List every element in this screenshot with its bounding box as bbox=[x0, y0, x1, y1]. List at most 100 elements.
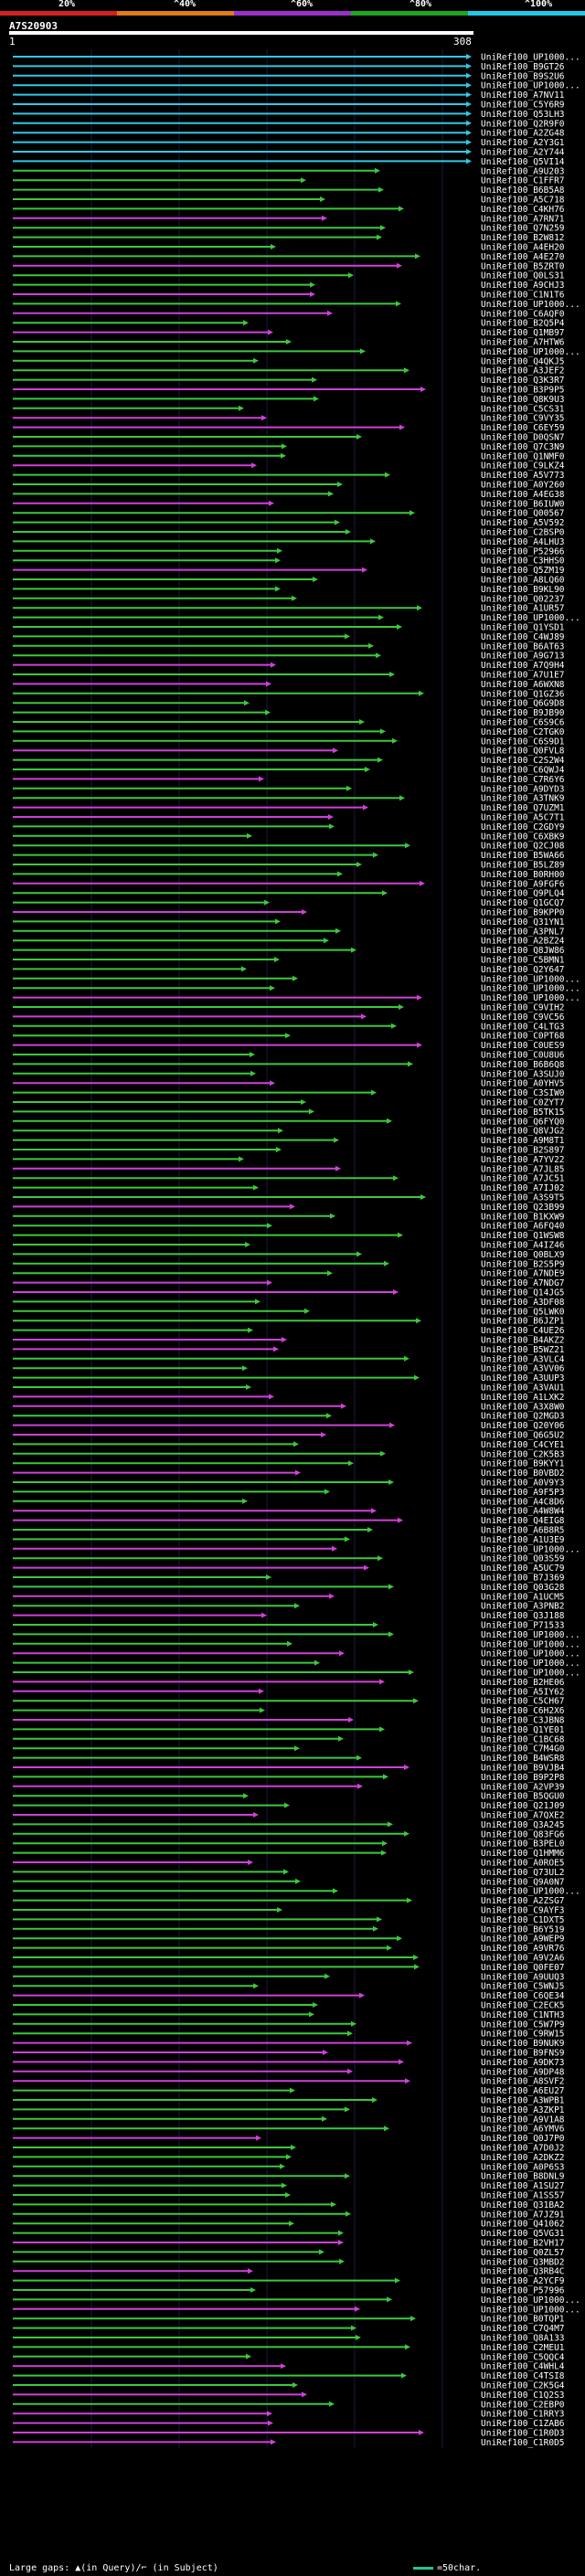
hit-label[interactable]: UniRef100_A7NDE9 bbox=[481, 1269, 565, 1279]
hit-label[interactable]: UniRef100_B8DNL9 bbox=[481, 2172, 565, 2182]
hit-label[interactable]: UniRef100_B2HE06 bbox=[481, 1678, 565, 1688]
hit-label[interactable]: UniRef100_B9P2P8 bbox=[481, 1773, 565, 1783]
hit-label[interactable]: UniRef100_B9GT26 bbox=[481, 62, 565, 72]
hit-label[interactable]: UniRef100_B6B5A8 bbox=[481, 186, 565, 196]
hit-label[interactable]: UniRef100_A7JZ91 bbox=[481, 2210, 565, 2220]
hit-label[interactable]: UniRef100_Q73UL2 bbox=[481, 1868, 565, 1878]
hit-label[interactable]: UniRef100_C6XBK9 bbox=[481, 832, 565, 842]
hit-label[interactable]: UniRef100_A9WEP9 bbox=[481, 1935, 565, 1945]
hit-label[interactable]: UniRef100_UP1000... bbox=[481, 993, 580, 1003]
hit-label[interactable]: UniRef100_B4WSR8 bbox=[481, 1754, 565, 1764]
hit-label[interactable]: UniRef100_C6S9D1 bbox=[481, 737, 565, 747]
hit-label[interactable]: UniRef100_B9VJB4 bbox=[481, 1764, 565, 1774]
hit-label[interactable]: UniRef100_Q20Y06 bbox=[481, 1421, 565, 1431]
hit-label[interactable]: UniRef100_A4E270 bbox=[481, 252, 565, 262]
hit-label[interactable]: UniRef100_A5IY62 bbox=[481, 1687, 565, 1697]
hit-label[interactable]: UniRef100_Q5LWK0 bbox=[481, 1307, 565, 1317]
hit-label[interactable]: UniRef100_Q7N259 bbox=[481, 224, 565, 234]
hit-label[interactable]: UniRef100_C9VC56 bbox=[481, 1012, 565, 1023]
hit-label[interactable]: UniRef100_C2K5G4 bbox=[481, 2381, 565, 2391]
hit-label[interactable]: UniRef100_B4AKZ2 bbox=[481, 1336, 565, 1346]
hit-label[interactable]: UniRef100_A8LQ60 bbox=[481, 576, 565, 586]
hit-label[interactable]: UniRef100_Q1WSW8 bbox=[481, 1231, 565, 1241]
hit-label[interactable]: UniRef100_A3SUJ0 bbox=[481, 1069, 565, 1079]
hit-label[interactable]: UniRef100_A7NDG7 bbox=[481, 1278, 565, 1288]
hit-label[interactable]: UniRef100_D0QSN7 bbox=[481, 433, 565, 443]
hit-label[interactable]: UniRef100_C6AQF0 bbox=[481, 309, 565, 319]
hit-label[interactable]: UniRef100_UP1000... bbox=[481, 2305, 580, 2315]
hit-label[interactable]: UniRef100_C2ECK5 bbox=[481, 2001, 565, 2011]
hit-label[interactable]: UniRef100_A2Y744 bbox=[481, 148, 565, 158]
hit-label[interactable]: UniRef100_Q02237 bbox=[481, 594, 565, 604]
hit-label[interactable]: UniRef100_A3WPB1 bbox=[481, 2096, 565, 2106]
hit-label[interactable]: UniRef100_Q6G5U2 bbox=[481, 1431, 565, 1441]
hit-label[interactable]: UniRef100_Q1YE01 bbox=[481, 1725, 565, 1735]
hit-label[interactable]: UniRef100_A3VV06 bbox=[481, 1364, 565, 1374]
hit-label[interactable]: UniRef100_C5Y6R9 bbox=[481, 101, 565, 111]
hit-label[interactable]: UniRef100_Q3J188 bbox=[481, 1611, 565, 1621]
hit-label[interactable]: UniRef100_A5V773 bbox=[481, 471, 565, 481]
hit-label[interactable]: UniRef100_C5BMN1 bbox=[481, 956, 565, 966]
hit-label[interactable]: UniRef100_C2K5B3 bbox=[481, 1449, 565, 1459]
hit-label[interactable]: UniRef100_C1R0D5 bbox=[481, 2438, 565, 2448]
hit-label[interactable]: UniRef100_C1BC68 bbox=[481, 1734, 565, 1744]
hit-label[interactable]: UniRef100_Q7C3N9 bbox=[481, 442, 565, 452]
hit-label[interactable]: UniRef100_C3HHS0 bbox=[481, 557, 565, 567]
hit-label[interactable]: UniRef100_A0P6S3 bbox=[481, 2162, 565, 2172]
hit-label[interactable]: UniRef100_C7Q4M7 bbox=[481, 2324, 565, 2334]
hit-label[interactable]: UniRef100_A4W8W4 bbox=[481, 1507, 565, 1517]
hit-label[interactable]: UniRef100_C7M4G0 bbox=[481, 1744, 565, 1754]
hit-label[interactable]: UniRef100_A4IZ46 bbox=[481, 1241, 565, 1251]
hit-label[interactable]: UniRef100_Q2R9F0 bbox=[481, 119, 565, 129]
hit-label[interactable]: UniRef100_Q8A133 bbox=[481, 2334, 565, 2344]
hit-label[interactable]: UniRef100_A9U203 bbox=[481, 166, 565, 176]
hit-label[interactable]: UniRef100_C6H2X6 bbox=[481, 1706, 565, 1716]
hit-label[interactable]: UniRef100_C4TSI8 bbox=[481, 2371, 565, 2381]
hit-label[interactable]: UniRef100_Q00567 bbox=[481, 509, 565, 519]
hit-label[interactable]: UniRef100_C0PT68 bbox=[481, 1032, 565, 1042]
hit-label[interactable]: UniRef100_A5C7T1 bbox=[481, 813, 565, 823]
hit-label[interactable]: UniRef100_C0UES9 bbox=[481, 1041, 565, 1051]
hit-label[interactable]: UniRef100_Q1GCQ7 bbox=[481, 898, 565, 908]
hit-label[interactable]: UniRef100_UP1000... bbox=[481, 2295, 580, 2306]
hit-label[interactable]: UniRef100_A0ROE5 bbox=[481, 1859, 565, 1869]
hit-label[interactable]: UniRef100_B6Y519 bbox=[481, 1924, 565, 1935]
hit-label[interactable]: UniRef100_A3JEF2 bbox=[481, 366, 565, 376]
hit-label[interactable]: UniRef100_C4UE26 bbox=[481, 1326, 565, 1336]
hit-label[interactable]: UniRef100_A3TNK9 bbox=[481, 794, 565, 804]
hit-label[interactable]: UniRef100_A9DYD3 bbox=[481, 784, 565, 794]
hit-label[interactable]: UniRef100_UP1000... bbox=[481, 1887, 580, 1897]
hit-label[interactable]: UniRef100_Q31YN1 bbox=[481, 917, 565, 928]
hit-label[interactable]: UniRef100_A9VR76 bbox=[481, 1944, 565, 1954]
hit-label[interactable]: UniRef100_Q8K9U3 bbox=[481, 395, 565, 405]
hit-label[interactable]: UniRef100_Q2MGD3 bbox=[481, 1412, 565, 1422]
hit-label[interactable]: UniRef100_Q03S59 bbox=[481, 1554, 565, 1564]
hit-label[interactable]: UniRef100_Q8JW86 bbox=[481, 946, 565, 956]
hit-label[interactable]: UniRef100_Q1GZ36 bbox=[481, 689, 565, 699]
hit-label[interactable]: UniRef100_B0VBD2 bbox=[481, 1468, 565, 1479]
hit-label[interactable]: UniRef100_Q8VJG2 bbox=[481, 1127, 565, 1137]
hit-label[interactable]: UniRef100_A9DK73 bbox=[481, 2058, 565, 2068]
hit-label[interactable]: UniRef100_Q31BA2 bbox=[481, 2200, 565, 2210]
hit-label[interactable]: UniRef100_Q5VG31 bbox=[481, 2229, 565, 2239]
hit-label[interactable]: UniRef100_C6S9C6 bbox=[481, 718, 565, 728]
hit-label[interactable]: UniRef100_C9VY35 bbox=[481, 414, 565, 424]
hit-label[interactable]: UniRef100_C4LTG3 bbox=[481, 1022, 565, 1032]
hit-label[interactable]: UniRef100_Q4QKJ5 bbox=[481, 356, 565, 366]
hit-label[interactable]: UniRef100_B5WZ21 bbox=[481, 1345, 565, 1355]
hit-label[interactable]: UniRef100_C7R6Y6 bbox=[481, 775, 565, 785]
hit-label[interactable]: UniRef100_A2ZSG7 bbox=[481, 1896, 565, 1906]
hit-label[interactable]: UniRef100_Q6FYQ0 bbox=[481, 1117, 565, 1127]
hit-label[interactable]: UniRef100_A6EU27 bbox=[481, 2086, 565, 2096]
hit-label[interactable]: UniRef100_B9S2U6 bbox=[481, 71, 565, 81]
hit-label[interactable]: UniRef100_C9LKZ4 bbox=[481, 461, 565, 472]
hit-label[interactable]: UniRef100_UP1000... bbox=[481, 347, 580, 357]
hit-label[interactable]: UniRef100_Q3MBD2 bbox=[481, 2257, 565, 2267]
hit-label[interactable]: UniRef100_C3SIW0 bbox=[481, 1088, 565, 1098]
hit-label[interactable]: UniRef100_A3UUP3 bbox=[481, 1373, 565, 1383]
hit-label[interactable]: UniRef100_C9AYF3 bbox=[481, 1906, 565, 1916]
hit-label[interactable]: UniRef100_B9NUK9 bbox=[481, 2039, 565, 2049]
hit-label[interactable]: UniRef100_Q1MB97 bbox=[481, 328, 565, 338]
hit-label[interactable]: UniRef100_A5V592 bbox=[481, 518, 565, 528]
hit-label[interactable]: UniRef100_C2TGK0 bbox=[481, 727, 565, 737]
